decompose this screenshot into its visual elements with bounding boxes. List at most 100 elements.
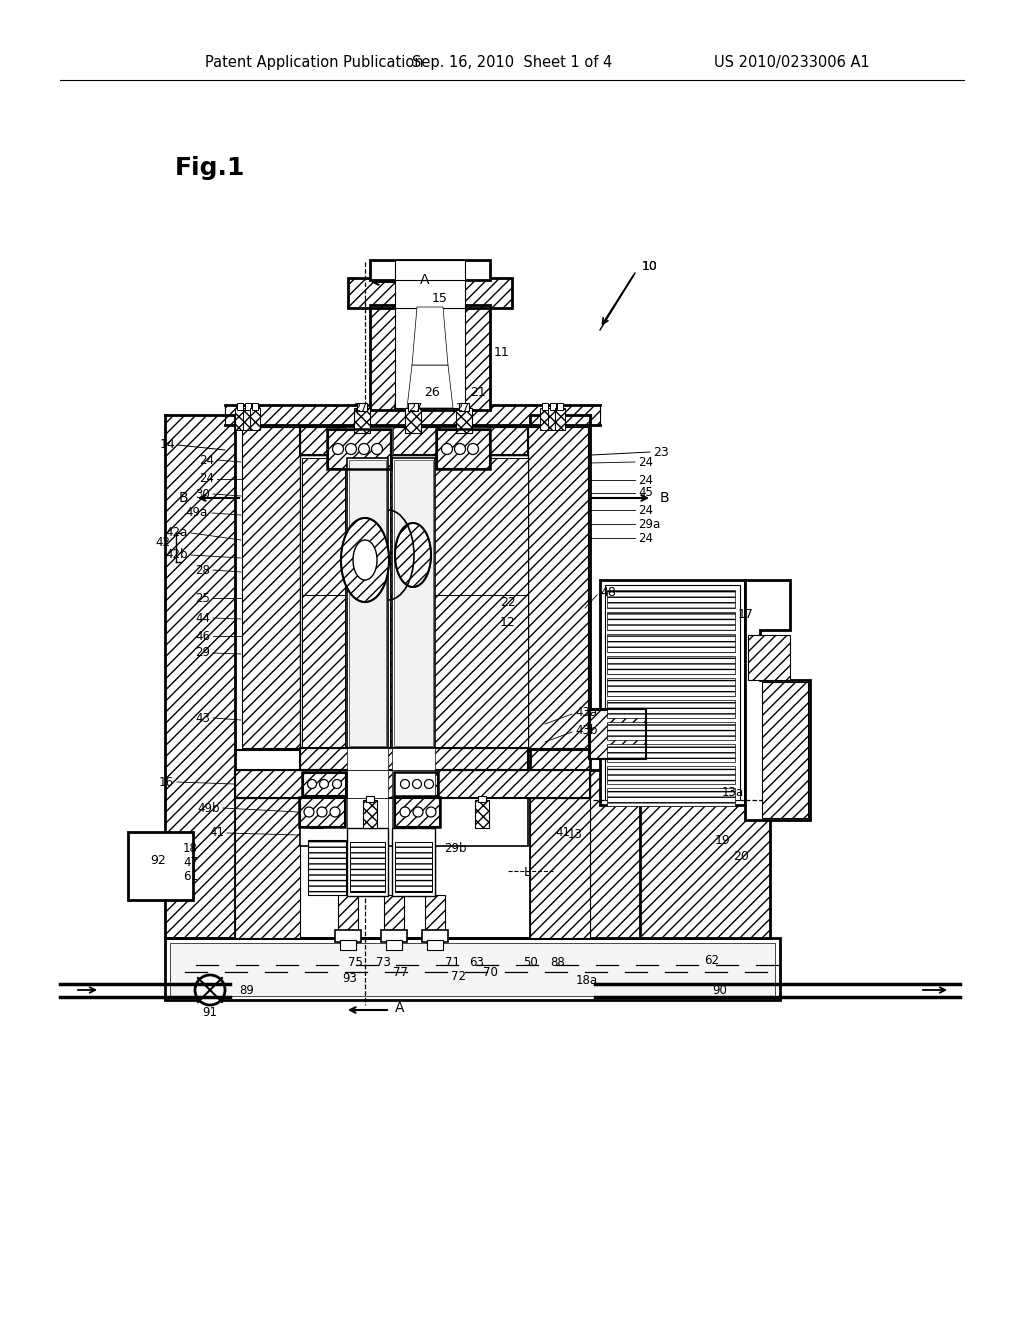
Text: Sep. 16, 2010  Sheet 1 of 4: Sep. 16, 2010 Sheet 1 of 4 xyxy=(412,54,612,70)
Bar xyxy=(340,940,356,950)
Text: 29a: 29a xyxy=(638,517,660,531)
Bar xyxy=(607,656,735,675)
Bar xyxy=(252,403,258,411)
Bar xyxy=(589,709,646,759)
Text: 10: 10 xyxy=(642,260,658,273)
Text: 90: 90 xyxy=(713,983,727,997)
Bar xyxy=(475,800,489,828)
Text: 49b: 49b xyxy=(198,801,220,814)
Polygon shape xyxy=(390,458,528,595)
Bar xyxy=(384,895,404,940)
Bar xyxy=(478,796,486,803)
Bar xyxy=(300,799,528,846)
Text: 43b: 43b xyxy=(575,723,597,737)
Bar xyxy=(299,797,345,828)
Bar xyxy=(459,403,469,411)
Polygon shape xyxy=(242,426,300,748)
Bar xyxy=(548,408,558,430)
Text: 22: 22 xyxy=(500,597,516,610)
Text: 44: 44 xyxy=(195,611,210,624)
Bar xyxy=(335,931,361,942)
Polygon shape xyxy=(165,405,770,939)
Circle shape xyxy=(333,444,343,454)
Bar xyxy=(590,710,645,758)
Text: 42b: 42b xyxy=(166,549,188,561)
Text: 23: 23 xyxy=(653,446,669,458)
Bar xyxy=(381,931,407,942)
Bar xyxy=(300,748,528,770)
Bar xyxy=(607,590,735,609)
Bar xyxy=(328,430,390,469)
Circle shape xyxy=(413,807,423,817)
Text: 27: 27 xyxy=(408,403,422,413)
Text: 63: 63 xyxy=(470,956,484,969)
Circle shape xyxy=(330,807,340,817)
Text: 49a: 49a xyxy=(185,507,208,520)
Circle shape xyxy=(426,807,436,817)
Bar xyxy=(395,799,439,826)
Bar xyxy=(540,408,550,430)
Circle shape xyxy=(455,444,466,454)
Bar xyxy=(362,800,377,828)
Polygon shape xyxy=(390,595,528,748)
Bar xyxy=(312,796,319,803)
Bar xyxy=(395,305,465,408)
Circle shape xyxy=(468,444,478,454)
Bar xyxy=(607,788,735,807)
Text: 45: 45 xyxy=(638,487,653,499)
Bar xyxy=(347,828,388,896)
Polygon shape xyxy=(234,799,300,939)
Text: 42a: 42a xyxy=(166,527,188,540)
Text: 11: 11 xyxy=(495,346,510,359)
Bar xyxy=(421,800,435,828)
Polygon shape xyxy=(302,595,345,748)
Bar xyxy=(392,748,435,770)
Bar xyxy=(357,403,367,411)
Text: 73: 73 xyxy=(376,956,390,969)
Bar xyxy=(392,458,435,748)
Bar xyxy=(370,305,490,411)
Text: US 2010/0233006 A1: US 2010/0233006 A1 xyxy=(715,54,870,70)
Bar xyxy=(427,940,443,950)
Bar xyxy=(392,828,435,896)
Bar xyxy=(165,939,780,1001)
Bar xyxy=(300,748,528,770)
Bar xyxy=(557,403,563,411)
Circle shape xyxy=(413,780,422,788)
Bar xyxy=(600,579,745,805)
Bar xyxy=(392,770,435,799)
Bar xyxy=(348,279,512,308)
Polygon shape xyxy=(530,414,590,939)
Bar xyxy=(392,799,435,846)
Circle shape xyxy=(425,780,433,788)
Text: 92: 92 xyxy=(151,854,166,866)
Bar xyxy=(327,429,391,469)
Text: 26: 26 xyxy=(424,387,440,400)
Text: A: A xyxy=(420,273,430,286)
Polygon shape xyxy=(412,308,449,366)
Bar xyxy=(303,774,345,795)
Text: 13: 13 xyxy=(568,829,583,842)
Bar xyxy=(395,279,465,308)
Bar xyxy=(394,797,440,828)
Bar xyxy=(422,931,449,942)
Text: 29: 29 xyxy=(195,647,210,660)
Text: 25: 25 xyxy=(196,591,210,605)
Polygon shape xyxy=(165,414,234,939)
Bar xyxy=(748,635,790,680)
Bar xyxy=(395,774,437,795)
Text: 93: 93 xyxy=(343,972,357,985)
Bar xyxy=(302,772,346,796)
Bar xyxy=(386,940,402,950)
Bar xyxy=(607,634,735,652)
Text: 43: 43 xyxy=(196,711,210,725)
Bar xyxy=(245,403,251,411)
Text: 46: 46 xyxy=(195,630,210,643)
Bar xyxy=(555,408,565,430)
Text: B: B xyxy=(659,491,669,506)
Bar xyxy=(234,770,590,799)
Text: 28: 28 xyxy=(196,564,210,577)
Bar xyxy=(300,799,344,826)
Bar xyxy=(370,260,490,280)
Text: 41: 41 xyxy=(555,826,570,840)
